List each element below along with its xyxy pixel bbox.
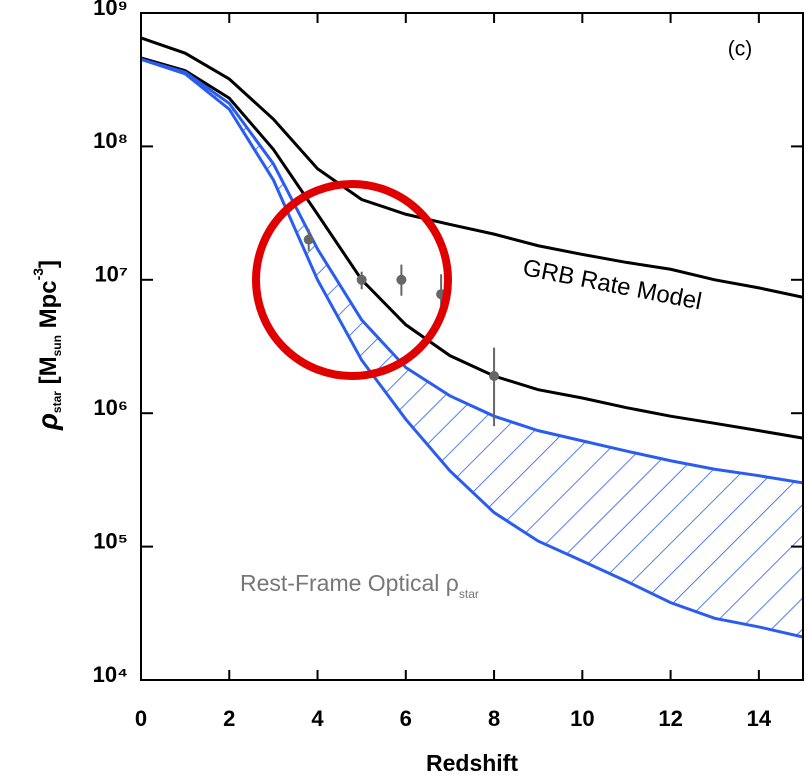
x-tick-label: 8 — [488, 706, 500, 731]
curve — [141, 57, 803, 485]
x-axis-label: Redshift — [426, 750, 518, 776]
y-label-part: [M — [35, 356, 62, 391]
data-point — [356, 274, 367, 285]
data-point — [303, 234, 314, 245]
x-tick-label: 0 — [135, 706, 147, 731]
x-tick-label: 10 — [570, 706, 594, 731]
hatch-band — [141, 59, 803, 638]
annotation-part: Rest-Frame Optical ρ — [240, 570, 459, 596]
y-label-part: sun — [50, 335, 64, 356]
y-label-part: star — [50, 391, 64, 413]
x-tick-label: 12 — [658, 706, 682, 731]
y-tick-label: 10⁵ — [93, 528, 128, 553]
annotation: GRB Rate Model — [521, 254, 704, 315]
data-point — [489, 371, 500, 382]
y-tick-label: 10⁷ — [94, 262, 128, 287]
y-label-part: ρ — [32, 413, 63, 431]
plot-area — [141, 36, 803, 639]
annotation: Rest-Frame Optical ρstar — [240, 570, 479, 601]
y-label-part: Mpc — [35, 280, 62, 335]
curve — [141, 36, 803, 299]
x-tick-label: 6 — [400, 706, 412, 731]
y-tick-label: 10⁹ — [93, 0, 128, 20]
y-axis-label: ρstar [Msun Mpc-3] — [30, 260, 64, 431]
x-tick-label: 4 — [311, 706, 324, 731]
curve — [141, 56, 803, 440]
data-point — [396, 274, 407, 285]
y-label-part: -3 — [30, 268, 46, 281]
annotation-part: star — [459, 587, 479, 601]
highlight-circle — [252, 180, 452, 380]
x-tick-label: 2 — [223, 706, 235, 731]
y-tick-label: 10⁶ — [93, 395, 128, 420]
panel-label: (c) — [728, 38, 753, 61]
plot-frame — [140, 12, 804, 681]
y-label-part: ] — [35, 260, 62, 268]
curve — [141, 57, 803, 639]
y-tick-label: 10⁸ — [93, 128, 128, 153]
y-tick-label: 10⁴ — [93, 662, 128, 687]
x-tick-label: 14 — [747, 706, 772, 731]
